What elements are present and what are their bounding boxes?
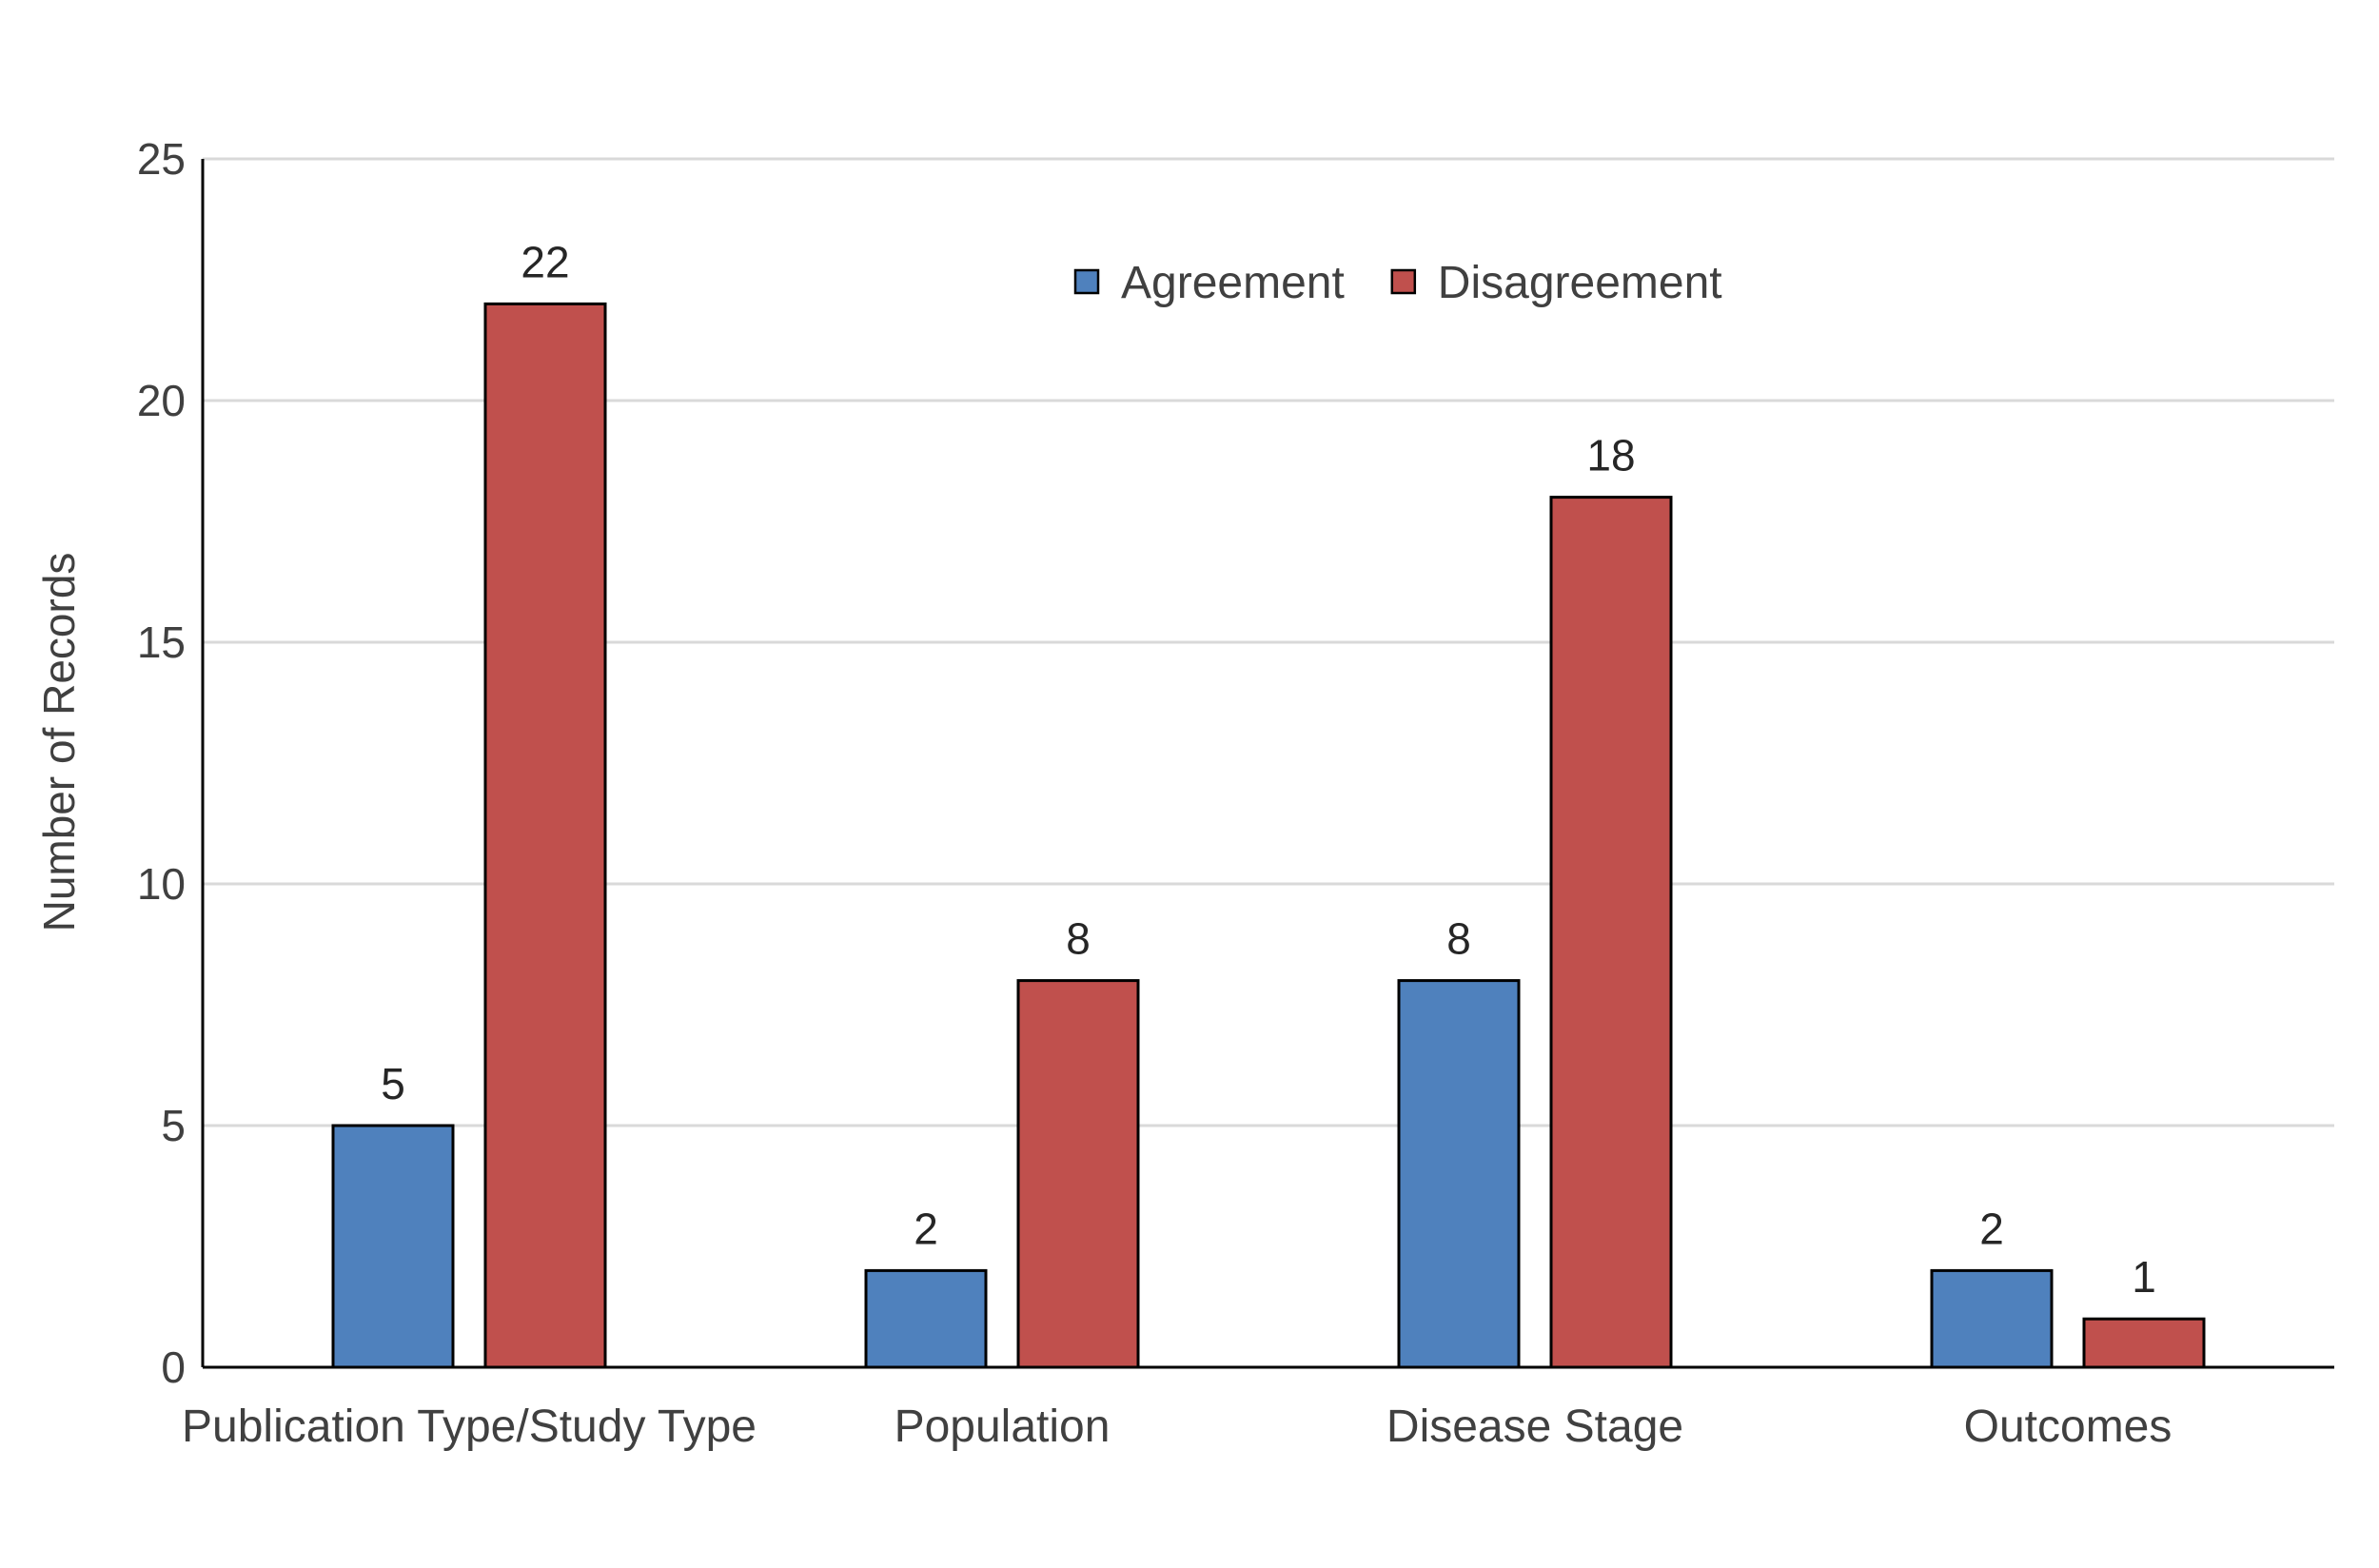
x-category-label-3: Outcomes xyxy=(1964,1401,2173,1452)
data-label-disagreement-1: 8 xyxy=(1066,914,1091,964)
data-label-disagreement-0: 22 xyxy=(521,237,569,286)
bar-disagreement-2[interactable] xyxy=(1549,496,1673,1369)
bar-agreement-0[interactable] xyxy=(331,1124,455,1369)
y-tick-label-5: 5 xyxy=(161,1101,186,1150)
y-tick-label-10: 10 xyxy=(137,859,186,909)
data-label-agreement-0: 5 xyxy=(381,1059,405,1108)
x-category-label-1: Population xyxy=(895,1401,1111,1452)
bar-disagreement-1[interactable] xyxy=(1016,979,1140,1369)
y-tick-label-20: 20 xyxy=(137,376,186,425)
bars xyxy=(331,302,2206,1369)
bar-agreement-3[interactable] xyxy=(1930,1268,2054,1369)
data-label-agreement-3: 2 xyxy=(1979,1204,2004,1253)
legend-label-agreement[interactable]: Agreement xyxy=(1121,258,1345,308)
data-label-agreement-2: 8 xyxy=(1446,914,1471,964)
legend-label-disagreement[interactable]: Disagreement xyxy=(1438,258,1722,308)
bar-disagreement-0[interactable] xyxy=(483,302,607,1369)
y-tick-label-25: 25 xyxy=(137,134,186,184)
data-label-agreement-1: 2 xyxy=(914,1204,938,1253)
y-tick-label-15: 15 xyxy=(137,617,186,667)
data-label-disagreement-3: 1 xyxy=(2132,1252,2156,1302)
bar-disagreement-3[interactable] xyxy=(2082,1317,2206,1369)
bar-agreement-1[interactable] xyxy=(864,1268,988,1369)
y-tick-label-0: 0 xyxy=(161,1343,186,1392)
x-category-label-2: Disease Stage xyxy=(1386,1401,1683,1452)
legend-swatch-agreement[interactable] xyxy=(1073,268,1100,295)
bar-agreement-2[interactable] xyxy=(1397,979,1521,1369)
data-label-disagreement-2: 18 xyxy=(1586,431,1635,480)
legend-swatch-disagreement[interactable] xyxy=(1390,268,1417,295)
axes xyxy=(201,159,2334,1369)
x-category-label-0: Publication Type/Study Type xyxy=(182,1401,757,1452)
y-axis-title: Number of Records xyxy=(34,553,84,932)
legend[interactable]: Agreement Disagreement xyxy=(1073,258,1722,308)
